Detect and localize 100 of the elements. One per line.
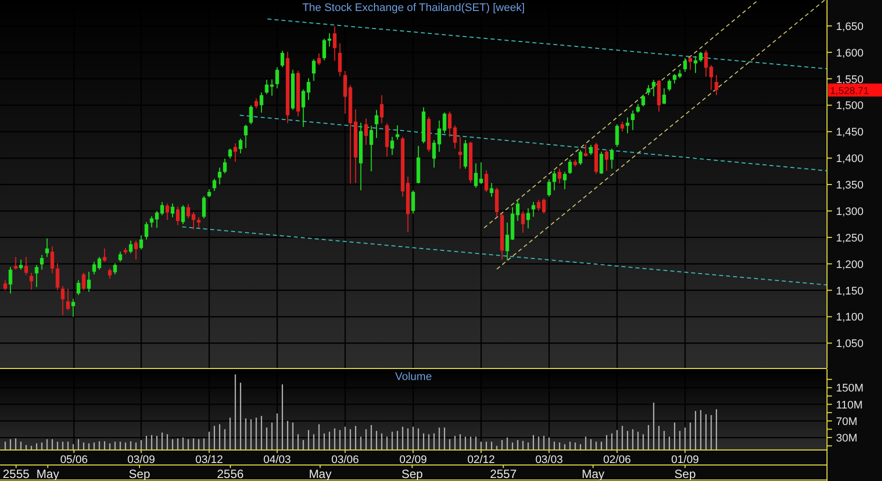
candlestick [60, 286, 65, 316]
text: 1,528.71 [830, 86, 870, 98]
y-tick-label: 1,550 [836, 74, 864, 86]
candlestick [19, 259, 23, 270]
y-tick-label: 30M [836, 432, 858, 445]
x-tick-label: 03/09 [127, 454, 155, 466]
candlestick [568, 159, 572, 174]
x-tick-label: 01/09 [671, 454, 699, 466]
candlestick [139, 234, 144, 250]
candlestick [233, 142, 238, 162]
candlestick [280, 50, 284, 68]
x2-tick-label: 2556 [217, 467, 244, 481]
candlestick [474, 162, 478, 188]
y-tick-label: 1,600 [836, 47, 864, 60]
candlestick [128, 240, 133, 254]
y-tick-label: 1,350 [836, 180, 864, 192]
x-tick-label: 03/06 [331, 454, 359, 466]
candlestick [626, 116, 630, 134]
y-tick-label: 1,200 [836, 258, 864, 271]
candlestick [589, 144, 593, 156]
candlestick [390, 136, 394, 156]
candlestick [458, 136, 462, 170]
candlestick [144, 222, 148, 240]
candlestick [338, 42, 342, 77]
candlestick [166, 203, 170, 220]
candlestick [113, 262, 117, 275]
candlestick [254, 98, 258, 109]
candlestick [552, 170, 556, 191]
y-tick-label: 110M [836, 399, 863, 412]
x2-tick-label: May [308, 467, 332, 481]
candlestick [244, 124, 248, 149]
candlestick [694, 56, 698, 74]
candlestick [620, 121, 624, 132]
candlestick [317, 52, 321, 66]
y-tick-label: 1,450 [836, 126, 864, 139]
y-tick-label: 1,400 [836, 153, 864, 166]
x-tick-label: 03/12 [195, 454, 223, 466]
candlestick [181, 204, 185, 225]
candlestick [196, 216, 201, 228]
candlestick [14, 256, 18, 270]
x2-tick-label: 2555 [2, 467, 30, 481]
candlestick [332, 26, 337, 62]
y-tick-label: 1,050 [836, 338, 864, 350]
candlestick [521, 210, 525, 234]
y-tick-label: 1,250 [836, 232, 864, 244]
x2-tick-label: May [582, 467, 604, 481]
chart-title: The Stock Exchange of Thailand(SET) [week] [302, 2, 525, 14]
candlestick [668, 78, 672, 92]
y-tick-label: 1,100 [836, 312, 864, 324]
candlestick [50, 246, 54, 274]
candlestick [102, 248, 106, 262]
candlestick [385, 122, 389, 158]
candlestick [411, 190, 415, 214]
candlestick [396, 124, 400, 140]
candlestick [683, 58, 687, 72]
candlestick [218, 167, 222, 186]
candlestick [532, 201, 536, 218]
candlestick [646, 84, 650, 96]
candlestick [176, 206, 180, 226]
chart-title: Volume [395, 371, 432, 383]
candlestick [212, 178, 216, 192]
candlestick [641, 94, 646, 107]
candlestick [76, 280, 80, 296]
candlestick [202, 196, 206, 219]
candlestick [604, 150, 608, 172]
candlestick [34, 264, 38, 288]
candlestick [87, 271, 91, 292]
candlestick [134, 240, 138, 260]
candlestick [698, 51, 703, 62]
candlestick [714, 74, 718, 96]
candlestick [24, 256, 28, 276]
x-tick-label: 02/12 [467, 454, 495, 466]
x-tick-label: 02/09 [399, 454, 427, 466]
candlestick [312, 58, 316, 82]
x2-tick-label: Sep [401, 467, 424, 481]
x-tick-label: 04/03 [263, 454, 291, 466]
candlestick [118, 251, 122, 262]
candlestick [45, 238, 49, 258]
candlestick [260, 92, 264, 114]
candlestick [249, 104, 253, 125]
candlestick [547, 178, 551, 198]
candlestick [526, 208, 530, 229]
candlestick [3, 280, 8, 291]
y-tick-label: 1,150 [836, 285, 864, 298]
x-tick-label: 02/06 [603, 454, 631, 466]
candlestick [170, 203, 174, 218]
y-tick-label: 1,650 [836, 20, 864, 33]
candlestick [652, 79, 656, 97]
candlestick [630, 110, 635, 131]
x-tick-label: 05/06 [60, 454, 88, 466]
candlestick [558, 168, 562, 184]
candlestick [228, 148, 232, 160]
x2-tick-label: Sep [128, 467, 150, 481]
candlestick [364, 118, 368, 146]
candlestick [369, 125, 374, 172]
y-tick-label: 150M [836, 382, 864, 395]
candlestick [484, 170, 488, 192]
candlestick [8, 266, 12, 294]
candlestick [275, 66, 279, 89]
x2-tick-label: Sep [674, 467, 696, 481]
